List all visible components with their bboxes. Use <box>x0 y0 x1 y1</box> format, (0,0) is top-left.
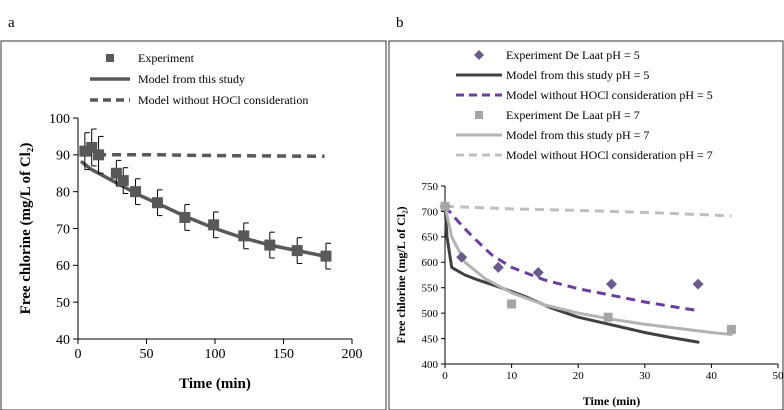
chart-b-legend-5-label: Model without HOCl consideration pH = 7 <box>506 148 713 162</box>
chart-b-x-tick-label: 20 <box>573 370 585 382</box>
chart-a-y-tick-label: 80 <box>56 186 70 201</box>
chart-b-series-3-point <box>440 201 450 211</box>
chart-b-y-tick-label: 700 <box>422 206 439 218</box>
chart-a-x-tick-label: 200 <box>342 347 363 362</box>
chart-b-series-3-point <box>603 312 613 322</box>
chart-b-series-5-line <box>444 204 732 218</box>
chart-b-legend-3-swatch <box>475 111 483 119</box>
panel-b-frame <box>388 40 784 410</box>
chart-b-y-tick-label: 600 <box>422 257 439 269</box>
chart-a-x-tick-label: 50 <box>140 347 154 362</box>
chart-a-series-0-point <box>151 197 163 209</box>
chart-b-x-tick-label: 10 <box>506 370 518 382</box>
chart-b-x-axis-label: Time (min) <box>583 394 640 408</box>
chart-b-y-tick-label: 750 <box>422 181 439 193</box>
chart-a-y-tick-label: 70 <box>56 222 70 237</box>
chart-a-series-0-point <box>93 149 105 161</box>
chart-a-x-tick-label: 0 <box>75 347 82 362</box>
chart-b-y-axis-label: Free chlorine (mg/L of Cl₂) <box>394 206 408 343</box>
chart-b-x-tick-label: 30 <box>639 370 651 382</box>
chart-a-x-axis-label: Time (min) <box>179 376 251 392</box>
chart-a-legend-2-label: Model without HOCl consideration <box>138 93 308 107</box>
chart-b-y-tick-label: 400 <box>422 359 439 371</box>
chart-a-y-tick-label: 50 <box>56 296 70 311</box>
chart-b-series-1-line <box>443 204 700 344</box>
chart-b-series-3-point <box>726 324 736 334</box>
chart-b-series-0-point <box>456 251 468 263</box>
chart-b: 0 10 20 30 40 50 400 450 500 550 600 650 700 750 Time … <box>394 48 784 408</box>
chart-b-y-tick-label: 650 <box>422 232 439 244</box>
chart-a-series-0-point <box>86 141 98 153</box>
chart-b-series-0-point <box>492 261 504 273</box>
chart-a-series-0-point <box>208 219 220 231</box>
chart-a-series-0-point <box>110 167 122 179</box>
chart-b-legend-0-label: Experiment De Laat pH = 5 <box>506 48 640 62</box>
chart-a-y-tick-label: 60 <box>56 259 70 274</box>
chart-b-series-4-line <box>443 204 733 336</box>
chart-b-y-tick-label: 550 <box>422 283 439 295</box>
chart-a-y-tick-label: 90 <box>56 149 70 164</box>
chart-a-series-0-point <box>79 145 91 157</box>
chart-a-legend-0-label: Experiment <box>138 51 195 65</box>
chart-a-y-tick-label: 100 <box>49 112 70 127</box>
chart-a-series-0-point <box>130 186 142 198</box>
chart-b-series-0-point <box>532 266 544 278</box>
chart-b-legend-4-label: Model from this study pH = 7 <box>506 128 649 142</box>
chart-b-y-tick-label: 450 <box>422 333 439 345</box>
chart-a-series-0-point <box>320 250 332 262</box>
panel-a-letter: a <box>8 15 15 31</box>
chart-b-x-tick-label: 0 <box>442 370 448 382</box>
chart-b-x-tick-label: 50 <box>773 370 784 382</box>
chart-b-legend-3-label: Experiment De Laat pH = 7 <box>506 108 640 122</box>
panel-b-letter: b <box>396 15 404 31</box>
chart-a-y-axis-label: Free chlorine (mg/L of Cl₂) <box>18 143 34 315</box>
chart-b-x-tick-label: 40 <box>706 370 718 382</box>
chart-a-x-tick-label: 100 <box>205 347 226 362</box>
chart-a-x-tick-label: 150 <box>273 347 294 362</box>
panel-a-frame <box>0 40 387 410</box>
chart-a-legend-1-label: Model from this study <box>138 72 245 86</box>
chart-b-legend-0-swatch <box>474 50 484 60</box>
chart-a-legend-0-swatch <box>106 54 114 62</box>
chart-a-series-0-point <box>179 211 191 223</box>
chart-a-series-0-point <box>117 175 129 187</box>
chart-b-series-3-point <box>507 299 517 309</box>
chart-b-legend-1-label: Model from this study pH = 5 <box>506 68 649 82</box>
chart-b-series-0-point <box>606 278 617 290</box>
chart-a-series-0-point <box>238 230 250 242</box>
chart-a-series-0-point <box>264 239 276 251</box>
chart-b-legend-2-label: Model without HOCl consideration pH = 5 <box>506 88 713 102</box>
chart-a-series-0-point <box>291 245 303 257</box>
chart-a-y-tick-label: 40 <box>56 333 70 348</box>
chart-b-series-0-point <box>692 278 704 290</box>
chart-a: 0 50 100 150 200 40 50 60 70 80 90 100 Time (min) Fre… <box>18 51 363 392</box>
chart-b-y-tick-label: 500 <box>422 308 439 320</box>
chart-a-series-2-line <box>82 153 325 159</box>
chart-b-series-2-line <box>443 205 699 313</box>
